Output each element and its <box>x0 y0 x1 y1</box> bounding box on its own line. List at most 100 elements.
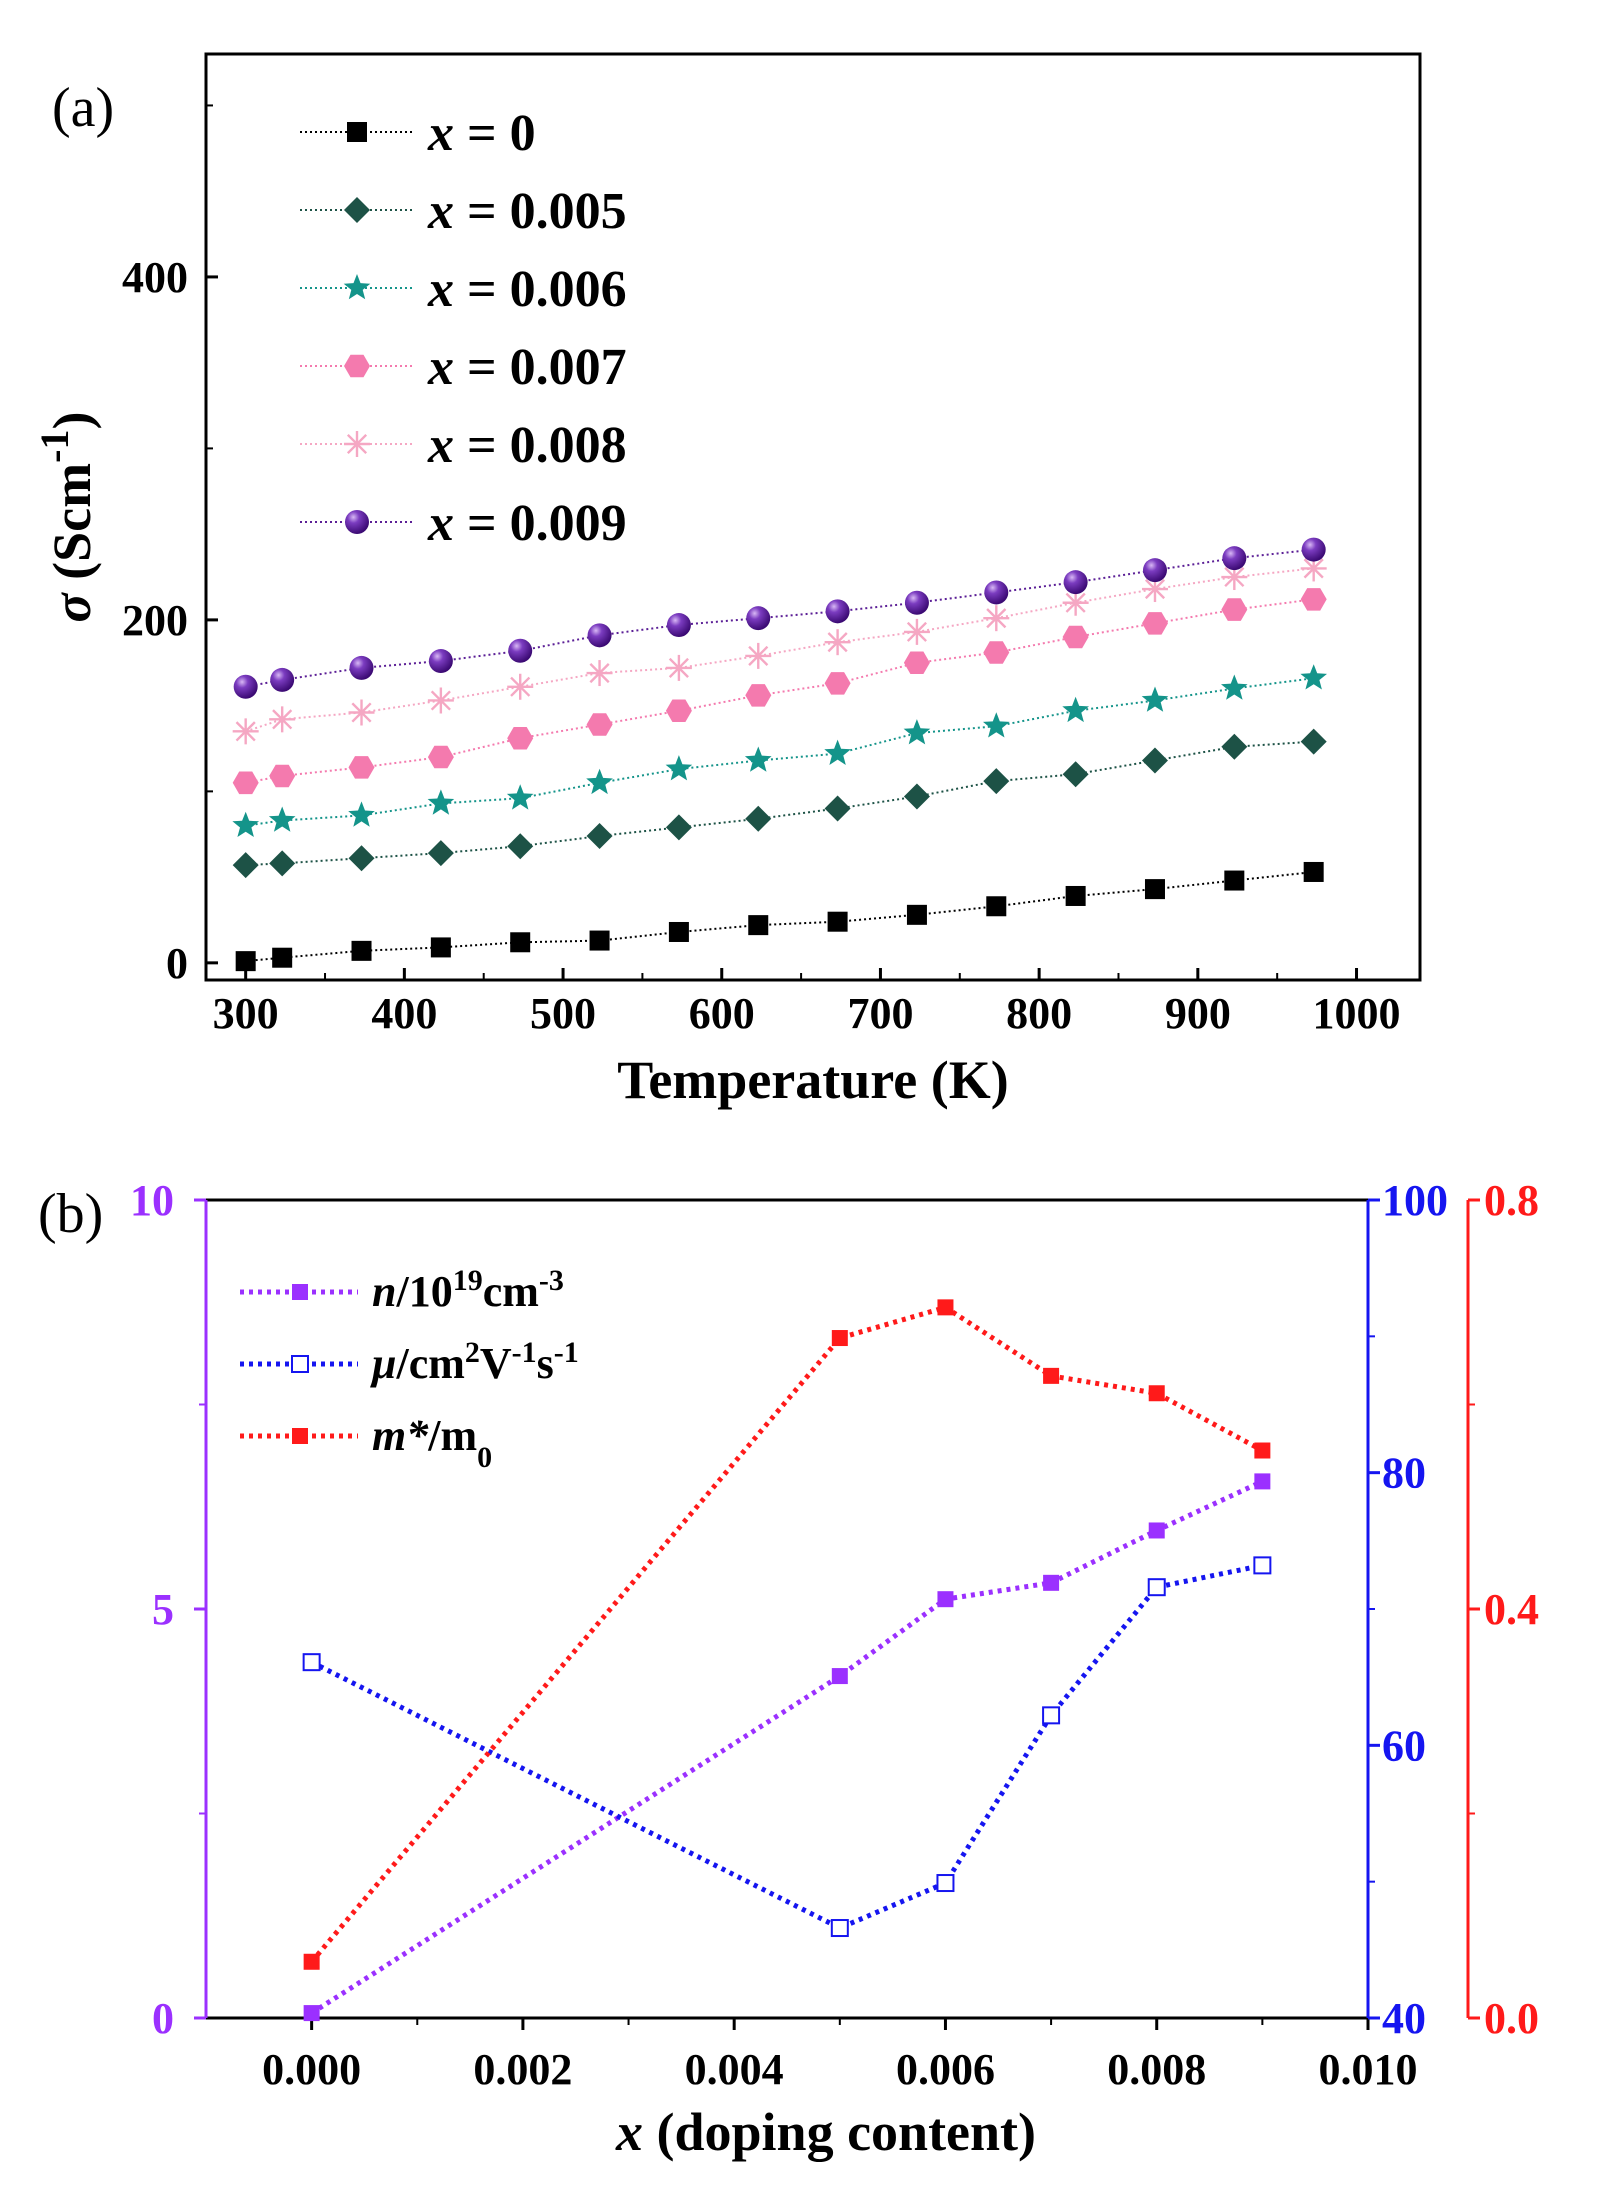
data-point-s2 <box>744 746 772 772</box>
left-y-tick-label: 0 <box>152 1994 174 2043</box>
panel-b: (b) 0.000 0.002 0.004 0.006 0.008 0.010051040… <box>38 1176 1539 2162</box>
data-point-s5 <box>984 580 1009 605</box>
legend-label: μ/cm2V-1s-1 <box>370 1336 579 1389</box>
x-tick-label: 0.000 <box>262 2045 361 2094</box>
data-point-s0 <box>1148 1522 1165 1539</box>
right-y-tick-label: 60 <box>1382 1721 1426 1770</box>
legend-label: n/1019cm-3 <box>372 1264 564 1317</box>
series-line-0 <box>245 871 1314 963</box>
data-point-s2 <box>1062 696 1089 723</box>
x-tick-label: 700 <box>847 989 913 1038</box>
series-line-0 <box>310 1479 1264 2016</box>
panel-b-x-axis-title: x (doping content) <box>615 2102 1036 2162</box>
legend-marker <box>291 1355 309 1373</box>
data-point-s3 <box>1062 625 1089 649</box>
data-point-s4-stroke <box>1224 566 1245 588</box>
data-point-s2 <box>303 1953 320 1970</box>
data-point-s1 <box>1253 1556 1272 1575</box>
legend-marker <box>344 354 370 378</box>
data-point-s4 <box>1221 564 1248 591</box>
data-point-s2 <box>268 806 296 832</box>
panel-b-series <box>302 1299 1272 2022</box>
data-point-s4 <box>427 687 454 714</box>
panel-a-series <box>232 537 1327 972</box>
right-y-tick-label: 80 <box>1382 1449 1426 1498</box>
x-tick-label: 1000 <box>1313 989 1401 1038</box>
panel-a-frame <box>204 52 1422 982</box>
data-point-s2 <box>232 811 259 837</box>
data-point-s4-stroke <box>986 608 1007 629</box>
left-y-tick-label: 10 <box>130 1176 174 1225</box>
data-point-s3 <box>745 684 772 707</box>
x-tick-label: 0.010 <box>1319 2045 1418 2094</box>
data-point-s4-stroke <box>510 676 531 697</box>
data-point-s2 <box>1141 686 1169 712</box>
data-point-s2 <box>1221 674 1248 700</box>
series-line-1 <box>310 1562 1263 1931</box>
x-tick-label: 300 <box>213 989 279 1038</box>
legend-label: x = 0.006 <box>427 261 627 318</box>
data-point-s3 <box>427 745 454 769</box>
far-right-y-tick-label: 0.0 <box>1484 1994 1539 2043</box>
data-point-s5 <box>1301 537 1326 562</box>
x-tick-label: 900 <box>1165 989 1231 1038</box>
panel-a-y-axis-title: σ (Scm-1) <box>32 412 103 623</box>
data-point-s5 <box>666 613 691 638</box>
data-point-s1 <box>232 852 259 879</box>
x-tick-label: 0.002 <box>473 2045 572 2094</box>
series-line-5 <box>245 548 1314 688</box>
panel-a-x-axis-title: Temperature (K) <box>617 1050 1008 1110</box>
legend-marker <box>343 274 371 300</box>
data-point-s0 <box>937 1591 954 1608</box>
data-point-s5 <box>428 649 453 674</box>
legend-label: x = 0 <box>427 105 536 162</box>
legend-marker <box>292 1284 308 1300</box>
data-point-s4-stroke <box>668 657 689 678</box>
legend-label: x = 0.009 <box>427 495 627 552</box>
data-point-s1 <box>1147 1578 1166 1597</box>
data-point-s4-stroke <box>1065 592 1086 613</box>
panel-a-ticks: 300 400 500 600 700 800 900 1000 0 200 400 <box>122 104 1401 1038</box>
data-point-s1 <box>1300 728 1327 755</box>
data-point-s0 <box>1303 861 1324 882</box>
data-point-s4-stroke <box>589 663 610 684</box>
legend-marker <box>344 431 370 457</box>
data-point-s3 <box>903 651 930 674</box>
data-point-s1 <box>1221 733 1248 760</box>
data-point-s2 <box>427 789 455 815</box>
x-tick-label: 0.004 <box>685 2045 784 2094</box>
data-point-s4-stroke <box>748 645 769 666</box>
panel-b-ticks: 0.000 0.002 0.004 0.006 0.008 0.0100510406080… <box>130 1176 1539 2094</box>
data-point-s0 <box>1254 1473 1271 1490</box>
data-point-s1 <box>302 1653 321 1672</box>
x-tick-label: 0.006 <box>896 2045 995 2094</box>
data-point-s0 <box>351 940 372 961</box>
data-point-s2 <box>348 801 375 827</box>
data-point-s2 <box>1148 1385 1165 1402</box>
data-point-s0 <box>827 911 848 932</box>
data-point-s2 <box>824 739 851 765</box>
data-point-s4-stroke <box>827 632 848 653</box>
legend-marker <box>347 122 367 142</box>
far-right-y-tick-label: 0.4 <box>1484 1585 1539 1634</box>
data-point-s1 <box>665 814 692 841</box>
data-point-s4 <box>745 642 772 669</box>
data-point-s5 <box>1142 558 1167 583</box>
far-right-y-tick-label: 0.8 <box>1484 1176 1539 1225</box>
data-point-s3 <box>983 641 1010 664</box>
data-point-s5 <box>270 667 295 692</box>
data-point-s1 <box>1062 761 1089 788</box>
right-y-tick-label: 40 <box>1382 1994 1426 2043</box>
data-point-s0 <box>430 937 451 958</box>
data-point-s4 <box>665 654 692 681</box>
data-point-s1 <box>830 1919 849 1938</box>
data-point-s3 <box>232 771 259 795</box>
data-point-s1 <box>745 805 772 832</box>
data-point-s3 <box>507 727 534 750</box>
data-point-s2 <box>665 755 693 781</box>
data-point-s4 <box>269 706 296 733</box>
data-point-s3 <box>1300 588 1327 611</box>
data-point-s0 <box>510 932 531 953</box>
legend-marker <box>292 1428 308 1444</box>
data-point-s3 <box>269 764 296 788</box>
